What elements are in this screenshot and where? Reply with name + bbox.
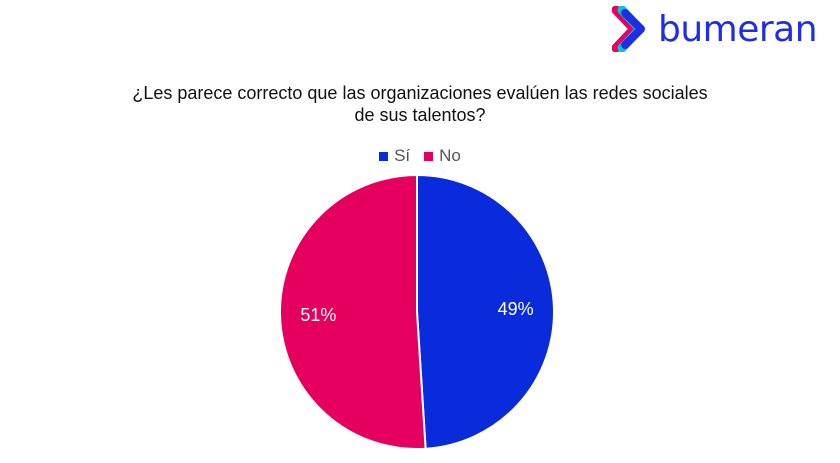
legend-swatch-si — [379, 151, 389, 161]
pie-slice-no — [279, 173, 427, 450]
bumeran-logo: bumeran — [612, 4, 818, 54]
data-label-no: 51% — [300, 305, 336, 325]
legend-item-si: Sí — [379, 146, 410, 166]
logo-text: bumeran — [658, 8, 818, 50]
chart-title: ¿Les parece correcto que las organizacio… — [60, 82, 780, 126]
chart-title-line-2: de sus talentos? — [354, 105, 486, 125]
data-label-si: 49% — [498, 299, 534, 319]
legend-swatch-no — [424, 151, 434, 161]
legend-label-no: No — [439, 146, 461, 165]
legend-label-si: Sí — [394, 146, 411, 165]
chart-title-line-1: ¿Les parece correcto que las organizacio… — [132, 83, 708, 103]
pie-slice-si — [416, 173, 555, 450]
legend: Sí No — [0, 146, 840, 166]
logo-chevron-icon — [612, 6, 645, 52]
legend-item-no: No — [424, 146, 461, 166]
